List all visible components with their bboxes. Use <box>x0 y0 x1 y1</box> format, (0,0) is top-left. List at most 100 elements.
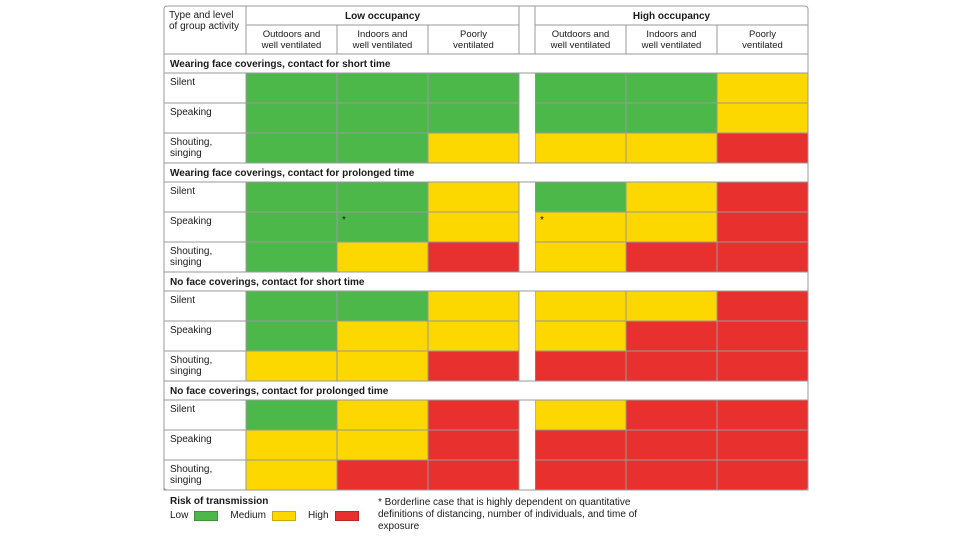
legend: Risk of transmission Low Medium High <box>170 496 371 521</box>
row-label-cell <box>163 350 247 382</box>
risk-cell <box>336 459 429 491</box>
row-label: Silent <box>170 404 195 415</box>
risk-cell <box>716 241 809 273</box>
group-gap <box>520 6 535 490</box>
risk-cell <box>625 181 718 213</box>
footnote: * Borderline case that is highly depende… <box>378 497 638 532</box>
risk-cell <box>716 211 809 243</box>
legend-item-high: High <box>308 510 359 521</box>
risk-cell <box>336 399 429 431</box>
risk-cell <box>625 290 718 322</box>
risk-cell <box>534 350 627 382</box>
risk-cell <box>427 399 520 431</box>
risk-cell <box>716 459 809 491</box>
risk-cell <box>427 241 520 273</box>
section-header: Wearing face coverings, contact for prol… <box>170 168 415 179</box>
column-header: Poorly ventilated <box>453 29 494 51</box>
section-gap-fill <box>520 272 535 291</box>
risk-cell <box>534 211 627 243</box>
risk-cell <box>427 320 520 352</box>
risk-cell <box>245 429 338 461</box>
column-header: Outdoors and well ventilated <box>261 29 322 51</box>
risk-cell <box>625 72 718 104</box>
legend-swatch-low <box>194 510 219 521</box>
legend-item-low: Low <box>170 510 219 521</box>
risk-cell <box>336 241 429 273</box>
risk-cell <box>245 241 338 273</box>
risk-cell <box>534 181 627 213</box>
row-label: Speaking <box>170 216 212 227</box>
risk-cell <box>427 290 520 322</box>
risk-cell <box>534 290 627 322</box>
risk-cell <box>336 320 429 352</box>
risk-cell <box>534 241 627 273</box>
risk-cell <box>427 429 520 461</box>
risk-cell <box>625 399 718 431</box>
risk-cell <box>245 102 338 134</box>
risk-cell <box>534 399 627 431</box>
risk-cell <box>245 72 338 104</box>
row-label: Speaking <box>170 325 212 336</box>
row-label-cell <box>163 72 247 104</box>
column-group-header: Low occupancy <box>345 11 420 22</box>
row-label: Speaking <box>170 434 212 445</box>
column-header: Poorly ventilated <box>742 29 783 51</box>
column-header: Outdoors and well ventilated <box>550 29 611 51</box>
risk-cell <box>336 429 429 461</box>
risk-cell <box>427 459 520 491</box>
risk-cell <box>336 72 429 104</box>
row-label: Silent <box>170 186 195 197</box>
row-header-label: Type and level of group activity <box>169 10 239 32</box>
table-border <box>163 5 809 491</box>
section-header: Wearing face coverings, contact for shor… <box>170 59 391 70</box>
row-label: Silent <box>170 77 195 88</box>
risk-cell <box>534 72 627 104</box>
risk-cell <box>534 320 627 352</box>
risk-cell <box>427 350 520 382</box>
risk-cell <box>716 72 809 104</box>
section-gap-fill <box>520 381 535 400</box>
risk-cell <box>625 320 718 352</box>
risk-cell <box>625 102 718 134</box>
risk-cell <box>625 350 718 382</box>
risk-cell <box>716 399 809 431</box>
risk-cell <box>336 132 429 164</box>
risk-cell <box>625 211 718 243</box>
risk-cell <box>427 102 520 134</box>
row-label-cell <box>163 102 247 134</box>
risk-cell <box>625 429 718 461</box>
row-label: Shouting, singing <box>170 137 212 159</box>
column-header: Indoors and well ventilated <box>641 29 702 51</box>
risk-cell <box>245 350 338 382</box>
risk-cell <box>716 320 809 352</box>
risk-cell <box>427 132 520 164</box>
risk-cell <box>716 290 809 322</box>
section-gap-fill <box>520 163 535 182</box>
legend-label-medium: Medium <box>230 510 266 521</box>
legend-title: Risk of transmission <box>170 496 269 507</box>
row-label-cell <box>163 241 247 273</box>
row-label-cell <box>163 132 247 164</box>
row-label: Shouting, singing <box>170 355 212 377</box>
risk-cell <box>336 102 429 134</box>
borderline-marker: * <box>540 215 544 226</box>
risk-cell <box>534 459 627 491</box>
legend-label-low: Low <box>170 510 189 521</box>
legend-item-medium: Medium <box>230 510 296 521</box>
legend-label-high: High <box>307 510 329 521</box>
risk-cell <box>245 459 338 491</box>
risk-cell <box>534 429 627 461</box>
row-label: Shouting, singing <box>170 246 212 268</box>
risk-cell <box>427 181 520 213</box>
row-label: Speaking <box>170 107 212 118</box>
risk-cell <box>245 320 338 352</box>
risk-cell <box>245 181 338 213</box>
risk-cell <box>336 350 429 382</box>
risk-cell <box>336 211 429 243</box>
risk-cell <box>625 241 718 273</box>
risk-cell <box>336 290 429 322</box>
risk-cell <box>716 181 809 213</box>
column-group-header: High occupancy <box>633 11 711 22</box>
section-gap-fill <box>520 54 535 73</box>
row-label: Silent <box>170 295 195 306</box>
